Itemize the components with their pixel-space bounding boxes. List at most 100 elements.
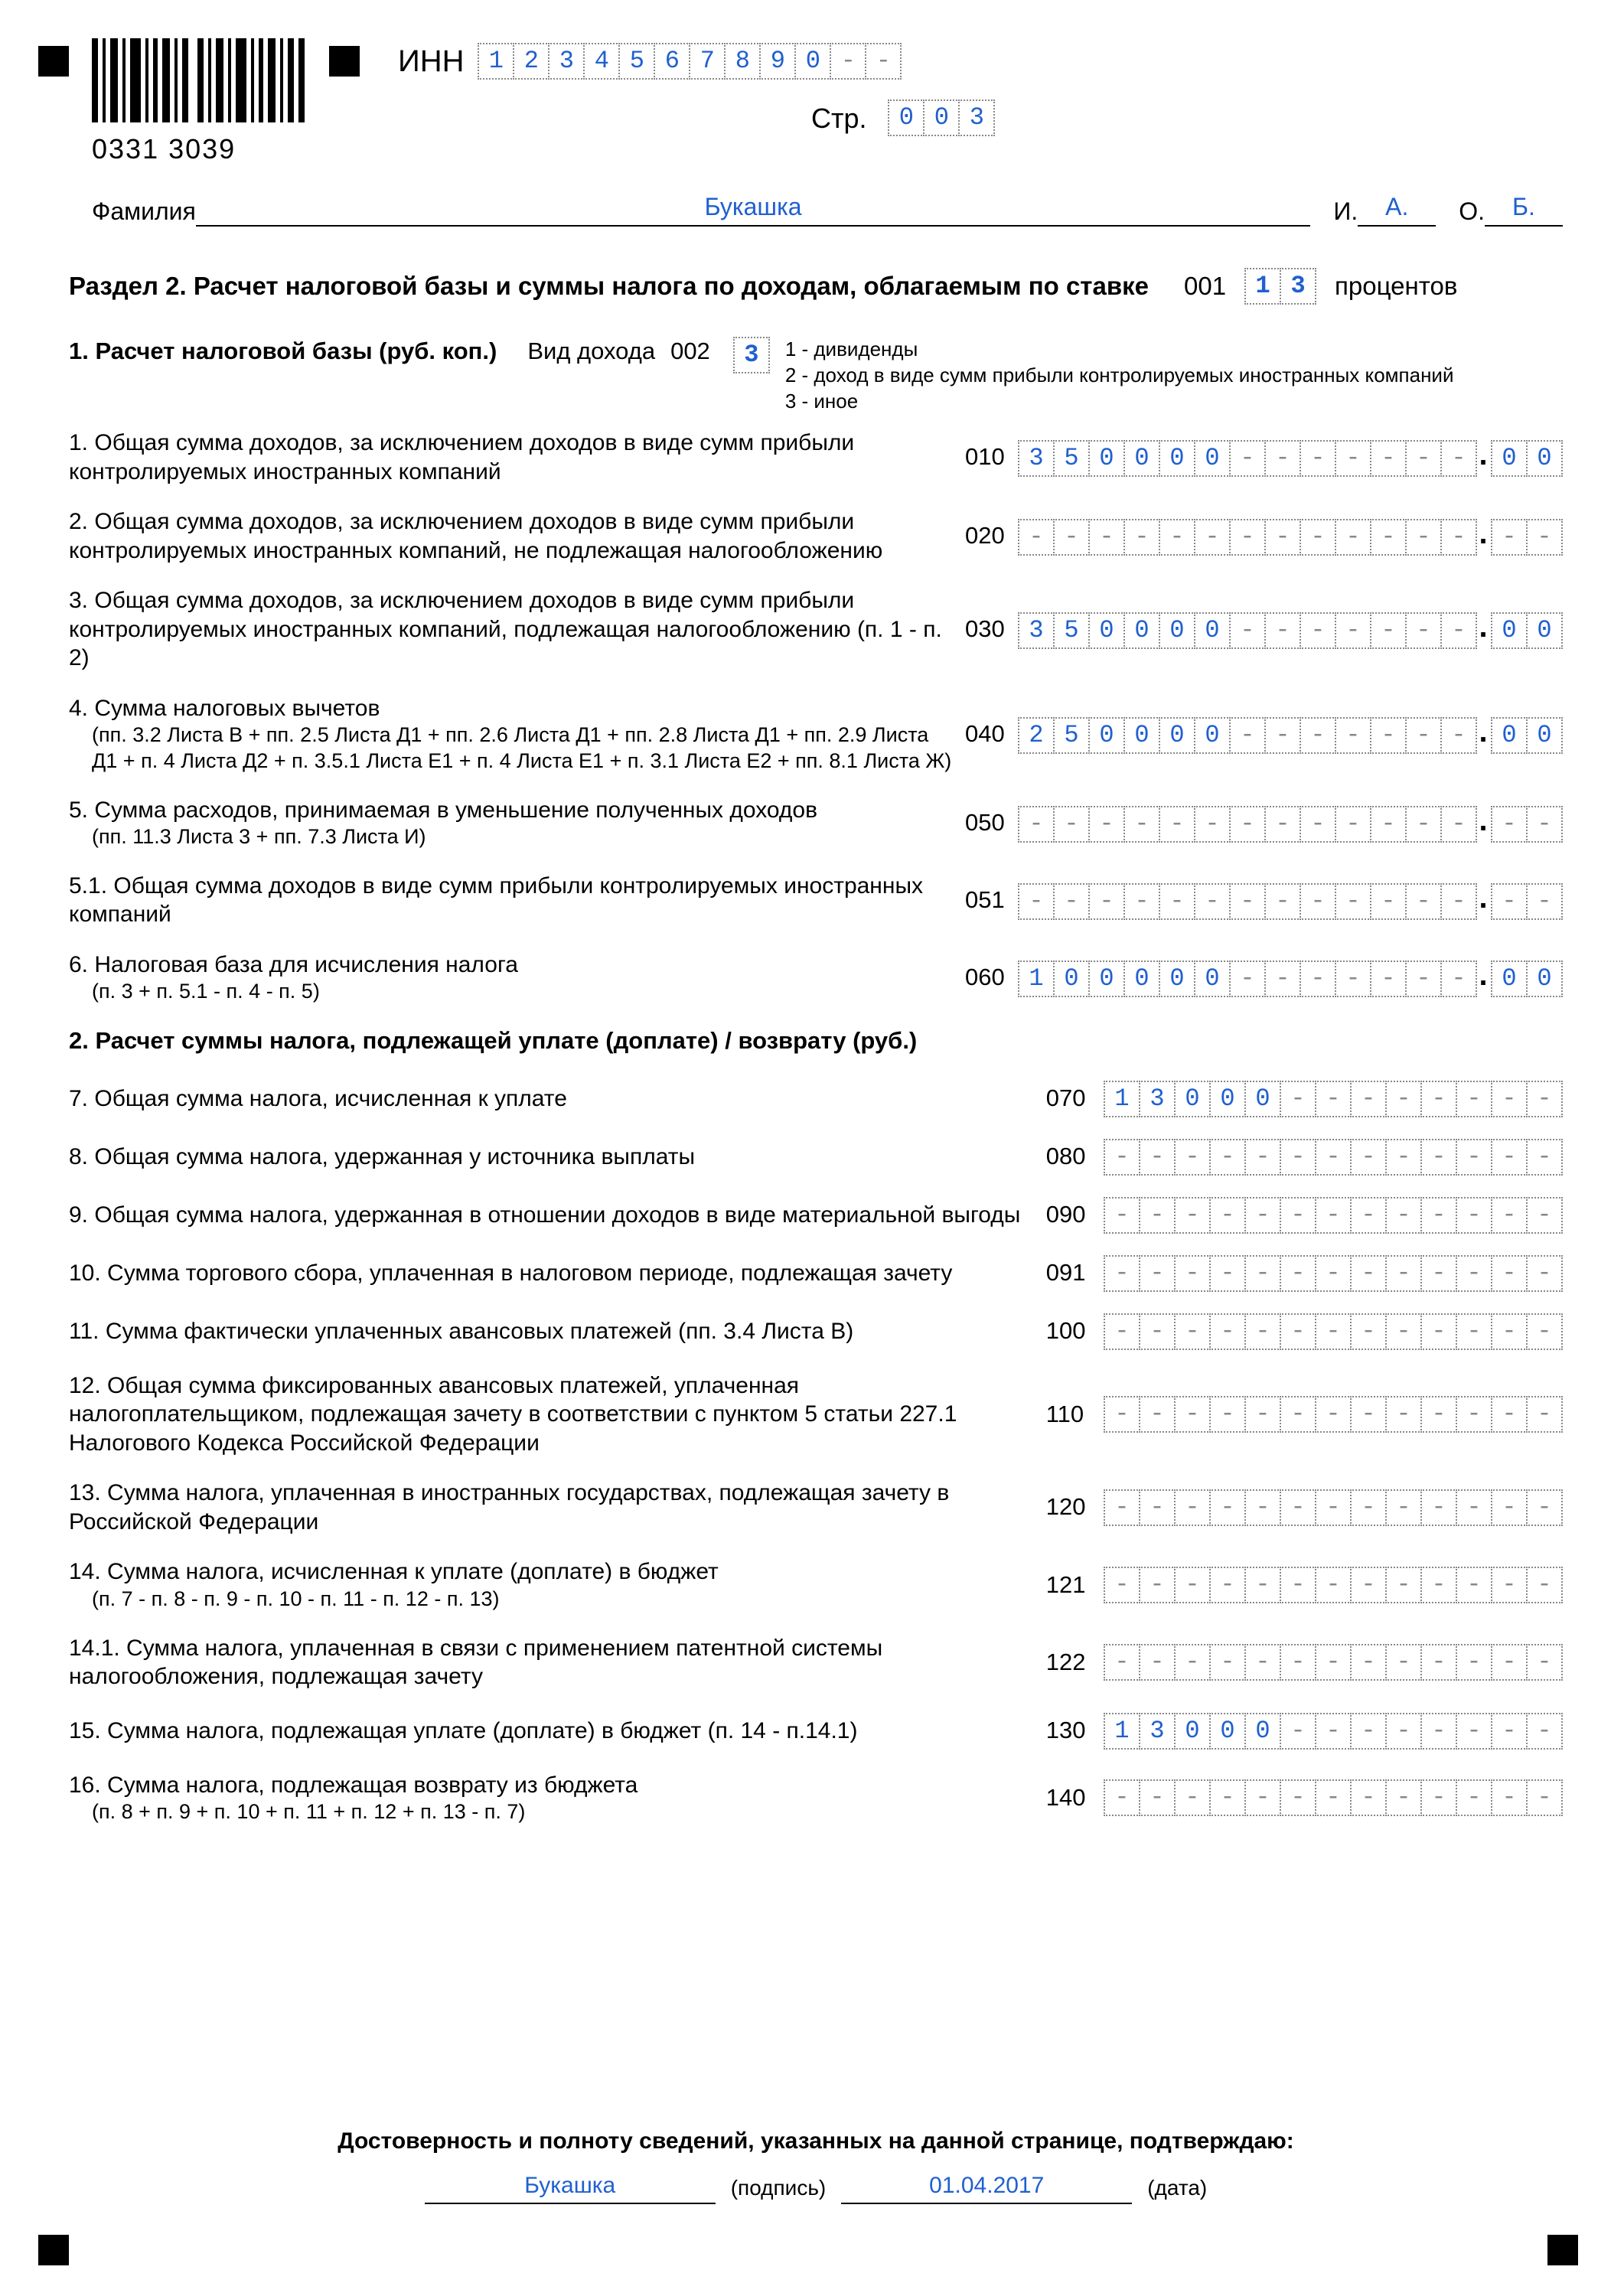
- line-code: 010: [965, 442, 1018, 472]
- vd-legend: 1 - дивиденды 2 - доход в виде сумм приб…: [785, 337, 1454, 414]
- line-value: -------------.--: [1018, 804, 1563, 843]
- sig-label: (подпись): [731, 2174, 827, 2204]
- line-value: 13000--------: [1104, 1713, 1563, 1750]
- line-value: -------------: [1104, 1396, 1563, 1433]
- form-line: 5.1. Общая сумма доходов в виде сумм при…: [69, 872, 1563, 929]
- marker-top-right: [329, 46, 360, 77]
- line-value: -------------: [1104, 1255, 1563, 1292]
- line-desc: 6. Налоговая база для исчисления налога(…: [69, 951, 965, 1005]
- form-line: 1. Общая сумма доходов, за исключением д…: [69, 429, 1563, 486]
- line-desc: 10. Сумма торгового сбора, уплаченная в …: [69, 1259, 1046, 1288]
- line-value: -------------.--: [1018, 881, 1563, 920]
- line-code: 050: [965, 808, 1018, 838]
- form-line: 7. Общая сумма налога, исчисленная к упл…: [69, 1081, 1563, 1117]
- form-line: 11. Сумма фактически уплаченных авансовы…: [69, 1313, 1563, 1350]
- sig-date: 01.04.2017: [841, 2171, 1132, 2205]
- line-code: 110: [1046, 1400, 1104, 1430]
- barcode: 0331 3039: [92, 38, 306, 166]
- form-line: 8. Общая сумма налога, удержанная у исто…: [69, 1139, 1563, 1176]
- line-code: 070: [1046, 1084, 1104, 1114]
- form-line: 3. Общая сумма доходов, за исключением д…: [69, 586, 1563, 673]
- surname-value: Букашка: [196, 191, 1310, 227]
- form-line: 15. Сумма налога, подлежащая уплате (доп…: [69, 1713, 1563, 1750]
- date-label: (дата): [1147, 2174, 1207, 2204]
- form-lines: 1. Общая сумма доходов, за исключением д…: [69, 429, 1563, 1847]
- line-desc: 2. Общая сумма доходов, за исключением д…: [69, 507, 965, 565]
- line-code: 051: [965, 885, 1018, 915]
- section-title: Раздел 2. Расчет налоговой базы и суммы …: [69, 268, 1563, 305]
- rate-code: 001: [1184, 270, 1226, 302]
- form-line: 10. Сумма торгового сбора, уплаченная в …: [69, 1255, 1563, 1292]
- line-code: 140: [1046, 1783, 1104, 1813]
- line-code: 130: [1046, 1716, 1104, 1746]
- line-code: 090: [1046, 1200, 1104, 1230]
- form-line: 5. Сумма расходов, принимаемая в уменьше…: [69, 796, 1563, 850]
- line-code: 080: [1046, 1142, 1104, 1172]
- form-line: 14.1. Сумма налога, уплаченная в связи с…: [69, 1634, 1563, 1691]
- line-desc: 11. Сумма фактически уплаченных авансовы…: [69, 1317, 1046, 1346]
- vd-legend-3: 3 - иное: [785, 389, 1454, 415]
- inn-label: ИНН: [398, 42, 465, 80]
- form-line: 16. Сумма налога, подлежащая возврату из…: [69, 1771, 1563, 1825]
- line-desc: 3. Общая сумма доходов, за исключением д…: [69, 586, 965, 673]
- line-desc: 12. Общая сумма фиксированных авансовых …: [69, 1371, 1046, 1458]
- form-line: 14. Сумма налога, исчисленная к уплате (…: [69, 1557, 1563, 1612]
- block2-title: 2. Расчет суммы налога, подлежащей уплат…: [69, 1026, 1563, 1056]
- vd-label: Вид дохода: [527, 337, 655, 367]
- marker-bottom-right: [1547, 2235, 1578, 2265]
- line-value: -------------: [1104, 1489, 1563, 1526]
- form-line: 13. Сумма налога, уплаченная в иностранн…: [69, 1479, 1563, 1536]
- inn-cells: 1234567890--: [478, 43, 902, 80]
- o-label: О.: [1459, 196, 1485, 227]
- line-value: 350000-------.00: [1018, 610, 1563, 649]
- line-desc: 15. Сумма налога, подлежащая уплате (доп…: [69, 1717, 1046, 1746]
- vd-legend-1: 1 - дивиденды: [785, 337, 1454, 363]
- line-code: 121: [1046, 1570, 1104, 1600]
- section-title-text: Раздел 2. Расчет налоговой базы и суммы …: [69, 270, 1149, 302]
- name-row: Фамилия Букашка И. А. О. Б.: [92, 191, 1563, 227]
- line-value: -------------.--: [1018, 517, 1563, 556]
- line-code: 091: [1046, 1258, 1104, 1288]
- line-value: 250000-------.00: [1018, 715, 1563, 754]
- line-desc: 4. Сумма налоговых вычетов(пп. 3.2 Листа…: [69, 694, 965, 775]
- i-label: И.: [1333, 196, 1358, 227]
- line-value: 100000-------.00: [1018, 958, 1563, 997]
- line-value: -------------: [1104, 1644, 1563, 1681]
- vd-legend-2: 2 - доход в виде сумм прибыли контролиру…: [785, 363, 1454, 389]
- line-desc: 13. Сумма налога, уплаченная в иностранн…: [69, 1479, 1046, 1536]
- page-label: Стр.: [811, 101, 867, 135]
- sig-name: Букашка: [425, 2171, 716, 2205]
- vd-cells: 3: [733, 337, 770, 373]
- line-desc: 5.1. Общая сумма доходов в виде сумм при…: [69, 872, 965, 929]
- form-line: 2. Общая сумма доходов, за исключением д…: [69, 507, 1563, 565]
- surname-label: Фамилия: [92, 196, 196, 227]
- line-value: 13000--------: [1104, 1081, 1563, 1117]
- barcode-text: 0331 3039: [92, 132, 306, 166]
- line-desc: 16. Сумма налога, подлежащая возврату из…: [69, 1771, 1046, 1825]
- marker-top-left: [38, 46, 69, 77]
- footer: Достоверность и полноту сведений, указан…: [69, 2127, 1563, 2204]
- footer-title: Достоверность и полноту сведений, указан…: [69, 2127, 1563, 2156]
- line-desc: 14.1. Сумма налога, уплаченная в связи с…: [69, 1634, 1046, 1691]
- line-desc: 7. Общая сумма налога, исчисленная к упл…: [69, 1084, 1046, 1114]
- line-desc: 9. Общая сумма налога, удержанная в отно…: [69, 1201, 1046, 1230]
- line-value: -------------: [1104, 1139, 1563, 1176]
- line-desc: 1. Общая сумма доходов, за исключением д…: [69, 429, 965, 486]
- form-line: 12. Общая сумма фиксированных авансовых …: [69, 1371, 1563, 1458]
- line-desc: 8. Общая сумма налога, удержанная у исто…: [69, 1143, 1046, 1172]
- line-value: -------------: [1104, 1313, 1563, 1350]
- line-value: -------------: [1104, 1567, 1563, 1603]
- line-value: -------------: [1104, 1779, 1563, 1816]
- line-desc: 14. Сумма налога, исчисленная к уплате (…: [69, 1557, 1046, 1612]
- line-desc: 5. Сумма расходов, принимаемая в уменьше…: [69, 796, 965, 850]
- line-code: 060: [965, 963, 1018, 993]
- vd-code: 002: [670, 337, 710, 367]
- rate-cells: 13: [1244, 268, 1316, 305]
- page-row: Стр. 003: [811, 99, 995, 136]
- block1-header: 1. Расчет налоговой базы (руб. коп.) Вид…: [69, 337, 1563, 414]
- percent-label: процентов: [1335, 270, 1457, 302]
- form-line: 6. Налоговая база для исчисления налога(…: [69, 951, 1563, 1005]
- line-value: 350000-------.00: [1018, 438, 1563, 477]
- line-code: 040: [965, 719, 1018, 749]
- line-code: 120: [1046, 1492, 1104, 1522]
